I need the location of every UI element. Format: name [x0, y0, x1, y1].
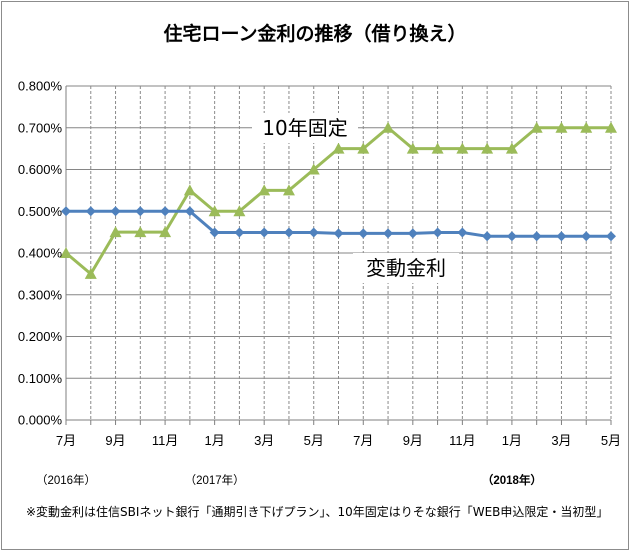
x-tick-label: 9月: [403, 433, 423, 448]
series-label-bg: [353, 253, 459, 283]
x-tick-label: 3月: [551, 433, 571, 448]
fixed-rate-point: [605, 121, 617, 133]
variable-rate-point: [506, 231, 517, 242]
x-tick-label: 1月: [502, 433, 522, 448]
variable-rate-point: [556, 231, 567, 242]
fixed-rate-point: [555, 121, 568, 133]
series-label-fixed: 10年固定: [262, 116, 347, 140]
fixed-rate-point: [580, 121, 593, 133]
fixed-rate-point: [505, 142, 518, 154]
variable-rate-point: [259, 227, 270, 238]
variable-rate-point: [333, 228, 344, 239]
variable-rate-point: [160, 206, 171, 217]
fixed-rate-point: [159, 226, 172, 238]
x-tick-label: 7月: [56, 433, 76, 448]
variable-rate-point: [209, 227, 220, 238]
variable-rate-point: [383, 228, 394, 239]
fixed-rate-point: [134, 226, 147, 238]
footnote: ※変動金利は住信SBIネット銀行「通期引き下げプラン」、10年固定はりそな銀行「…: [26, 505, 609, 519]
x-tick-label: 11月: [449, 433, 476, 448]
y-tick-label: 0.800%: [18, 79, 63, 94]
y-tick-label: 0.000%: [18, 413, 63, 428]
x-tick-label: 9月: [105, 433, 125, 448]
series-label-bg: [252, 113, 358, 143]
variable-rate-point: [61, 206, 71, 217]
y-tick-label: 0.400%: [18, 246, 63, 261]
x-tick-label: 1月: [205, 433, 225, 448]
series-layer: [60, 121, 617, 279]
fixed-rate-point: [431, 142, 444, 154]
variable-rate-point: [432, 227, 443, 238]
variable-rate-point: [135, 206, 146, 217]
variable-rate-point: [531, 231, 542, 242]
fixed-rate-point: [208, 205, 221, 217]
line-chart: 住宅ローン金利の推移（借り換え） 0.000% 0.100% 0.200% 0.300…: [18, 22, 621, 488]
variable-rate-point: [234, 227, 245, 238]
fixed-rate-point: [530, 121, 543, 133]
year-label: （2016年）: [36, 473, 96, 487]
x-tick-label: 5月: [304, 433, 324, 448]
chart-title: 住宅ローン金利の推移（借り換え）: [163, 22, 466, 45]
y-tick-label: 0.100%: [18, 371, 63, 386]
x-tick-label: 5月: [601, 433, 621, 448]
fixed-rate-point: [307, 163, 320, 175]
variable-rate-point: [457, 227, 468, 238]
fixed-rate-point: [233, 205, 246, 217]
x-tick-label: 11月: [152, 433, 179, 448]
variable-rate-point: [407, 228, 418, 239]
labels-layer: 0.000% 0.100% 0.200% 0.300% 0.400% 0.500% 0.60…: [18, 79, 621, 488]
fixed-rate-point: [332, 142, 345, 154]
variable-rate-point: [110, 206, 121, 217]
year-label: （2018年）: [482, 473, 542, 487]
fixed-rate-point: [456, 142, 469, 154]
fixed-rate-point: [183, 184, 196, 196]
variable-rate-point: [358, 228, 369, 239]
fixed-rate-point: [109, 226, 122, 238]
fixed-rate-point: [60, 247, 72, 258]
series-label-variable: 変動金利: [366, 256, 446, 280]
fixed-rate-point: [357, 142, 370, 154]
fixed-rate-point: [258, 184, 271, 196]
fixed-rate-point: [406, 142, 419, 154]
fixed-rate-point: [84, 267, 97, 279]
y-tick-label: 0.200%: [18, 329, 63, 344]
y-tick-label: 0.500%: [18, 204, 63, 219]
variable-rate-point: [184, 206, 195, 217]
year-label: （2017年）: [185, 473, 245, 487]
fixed-rate-point: [481, 142, 494, 154]
x-tick-label: 3月: [254, 433, 274, 448]
fixed-rate-point: [282, 184, 295, 196]
variable-rate-point: [606, 231, 616, 242]
x-tick-label: 7月: [353, 433, 373, 448]
variable-rate-point: [581, 231, 592, 242]
variable-rate-point: [85, 206, 96, 217]
variable-rate-point: [482, 231, 493, 242]
variable-rate-point: [308, 227, 319, 238]
y-tick-label: 0.700%: [18, 120, 63, 135]
variable-rate-point: [283, 227, 294, 238]
y-tick-label: 0.300%: [18, 287, 63, 302]
fixed-rate-point: [382, 121, 395, 133]
y-tick-label: 0.600%: [18, 162, 63, 177]
